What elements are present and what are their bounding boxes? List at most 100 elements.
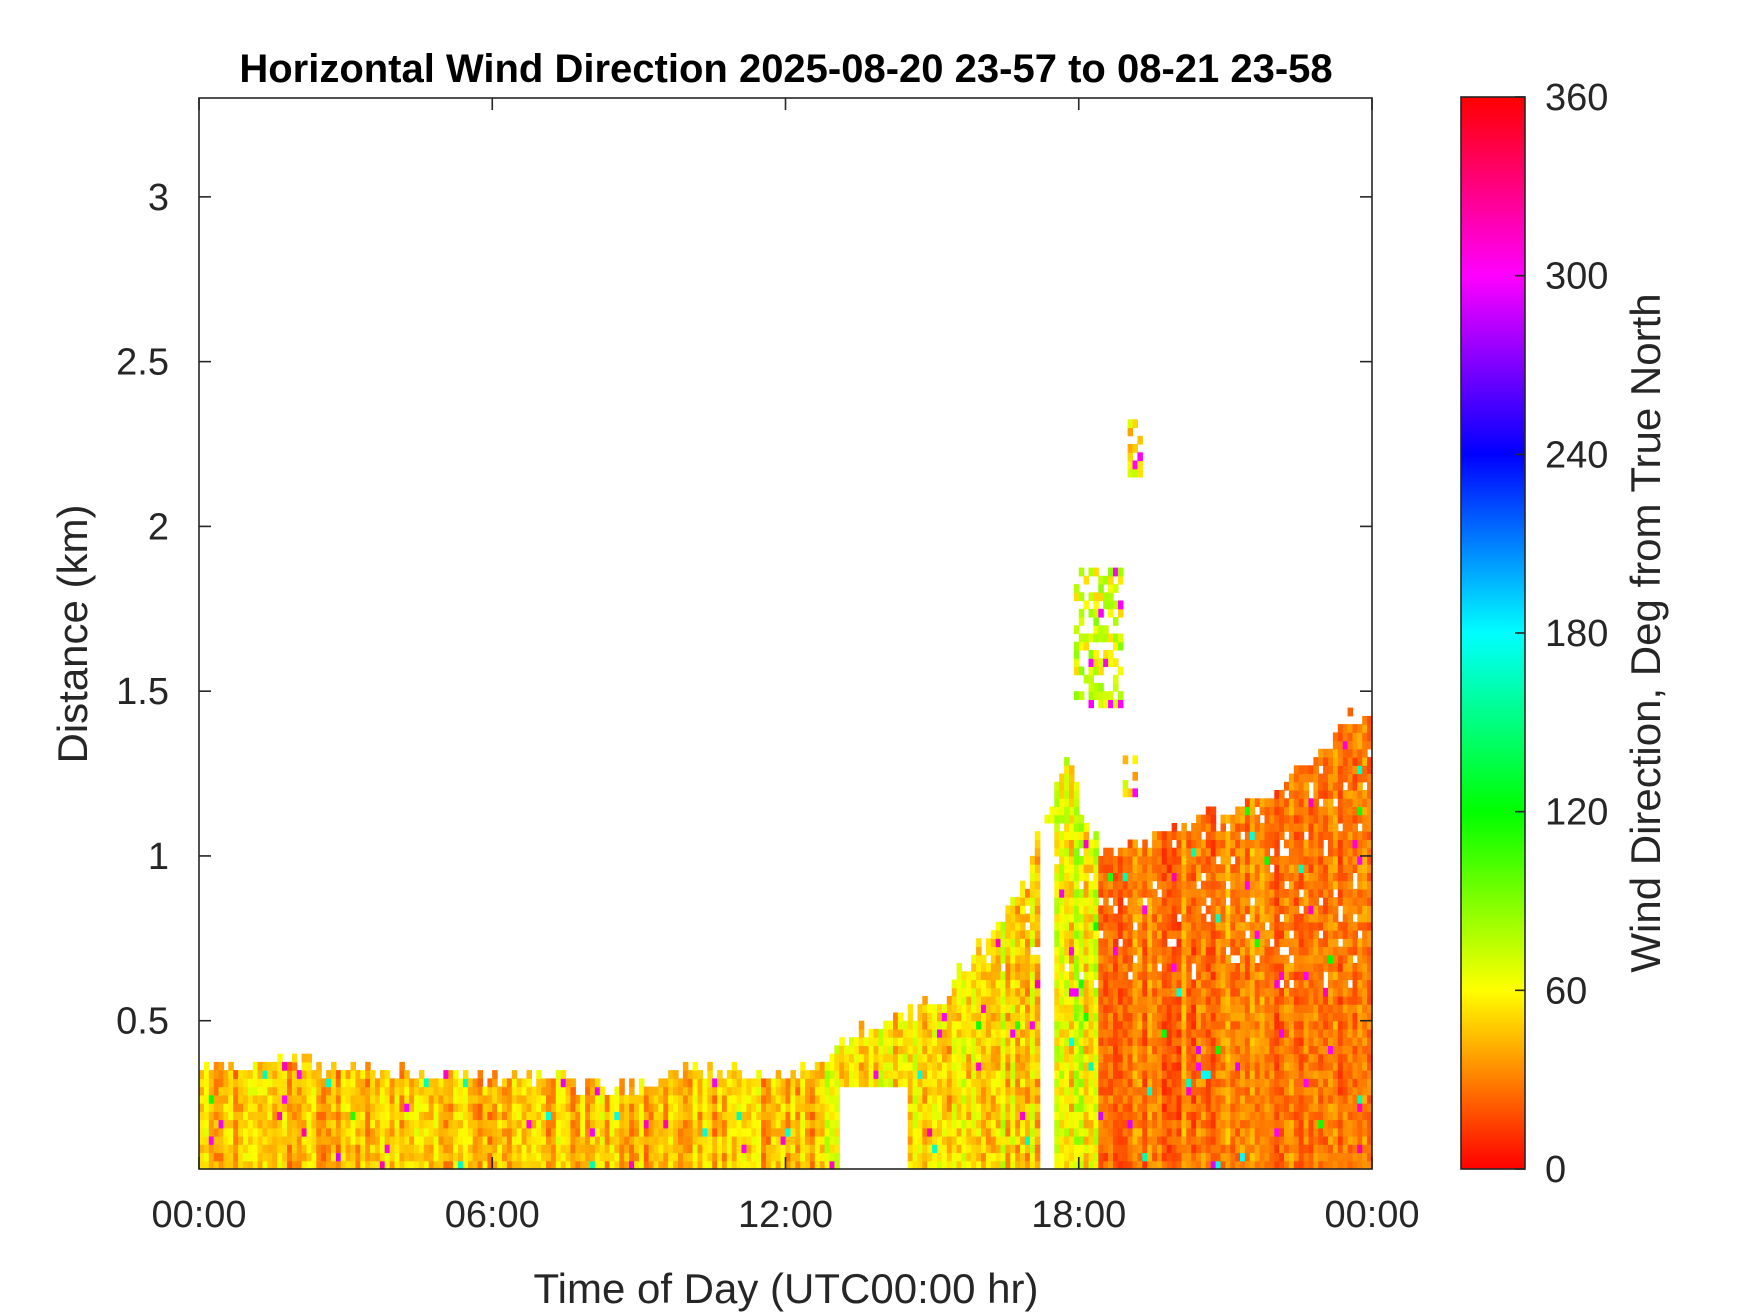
- heatmap-cell: [1191, 897, 1197, 906]
- heatmap-cell: [1083, 1119, 1090, 1129]
- heatmap-cell: [1064, 814, 1070, 824]
- heatmap-cell: [1205, 888, 1212, 898]
- heatmap-cell: [1220, 814, 1226, 824]
- heatmap-cell: [1186, 1111, 1192, 1121]
- heatmap-cell: [1332, 1037, 1339, 1046]
- heatmap-cell: [1230, 1070, 1236, 1079]
- heatmap-cell: [331, 1152, 337, 1162]
- heatmap-cell: [1127, 864, 1134, 873]
- heatmap-cell: [1288, 1094, 1295, 1104]
- heatmap-cell: [1269, 1144, 1275, 1154]
- heatmap-cell: [1142, 1061, 1148, 1071]
- heatmap-cell: [951, 987, 958, 997]
- heatmap-cell: [409, 1078, 415, 1088]
- heatmap-cell: [262, 1127, 268, 1137]
- heatmap-cell: [1122, 1111, 1129, 1121]
- heatmap-cell: [1132, 872, 1138, 882]
- heatmap-cell: [927, 1045, 933, 1055]
- heatmap-cell: [995, 938, 1002, 948]
- heatmap-cell: [594, 1136, 601, 1145]
- heatmap-cell: [1059, 864, 1065, 873]
- heatmap-cell: [1205, 1094, 1212, 1104]
- heatmap-cell: [1220, 1094, 1226, 1104]
- heatmap-cell: [1078, 1061, 1085, 1071]
- heatmap-cell: [1064, 1119, 1070, 1129]
- heatmap-cell: [1069, 864, 1075, 873]
- heatmap-cell: [1318, 905, 1324, 915]
- heatmap-cell: [345, 1136, 352, 1145]
- heatmap-cell: [1034, 938, 1041, 948]
- heatmap-cell: [1191, 847, 1197, 857]
- heatmap-cell: [262, 1070, 268, 1079]
- heatmap-cell: [1279, 1094, 1285, 1104]
- heatmap-cell: [1069, 823, 1075, 832]
- heatmap-cell: [404, 1103, 410, 1112]
- heatmap-cell: [1117, 1028, 1124, 1038]
- heatmap-cell: [629, 1086, 635, 1096]
- heatmap-cell: [1308, 987, 1314, 997]
- heatmap-cell: [199, 1086, 205, 1096]
- heatmap-cell: [458, 1103, 464, 1112]
- heatmap-cell: [1254, 888, 1261, 898]
- heatmap-cell: [1161, 963, 1168, 972]
- heatmap-cell: [1274, 897, 1280, 906]
- heatmap-cell: [1132, 938, 1138, 948]
- heatmap-cell: [1020, 1078, 1026, 1088]
- heatmap-cell: [316, 1144, 322, 1154]
- heatmap-cell: [1171, 855, 1178, 865]
- heatmap-cell: [570, 1160, 576, 1170]
- heatmap-cell: [1215, 1078, 1222, 1088]
- heatmap-cell: [907, 1127, 914, 1137]
- heatmap-cell: [1054, 1136, 1060, 1145]
- heatmap-cell: [326, 1136, 332, 1145]
- heatmap-cell: [932, 1144, 938, 1154]
- heatmap-cell: [365, 1103, 371, 1112]
- heatmap-cell: [257, 1160, 264, 1170]
- heatmap-cell: [404, 1127, 410, 1137]
- heatmap-cell: [1347, 1103, 1354, 1112]
- heatmap-cell: [218, 1127, 225, 1137]
- heatmap-cell: [1117, 1053, 1124, 1063]
- heatmap-cell: [296, 1070, 303, 1079]
- heatmap-cell: [1298, 913, 1305, 923]
- heatmap-cell: [1323, 1012, 1329, 1022]
- heatmap-cell: [722, 1094, 728, 1104]
- heatmap-cell: [379, 1070, 386, 1079]
- heatmap-cell: [550, 1136, 557, 1145]
- heatmap-cell: [985, 1086, 992, 1096]
- heatmap-cell: [1328, 872, 1334, 882]
- heatmap-cell: [1054, 864, 1060, 873]
- heatmap-cell: [1328, 1127, 1334, 1137]
- heatmap-cell: [1113, 872, 1119, 882]
- heatmap-cell: [907, 1053, 914, 1063]
- heatmap-cell: [1254, 855, 1261, 865]
- heatmap-cell: [1005, 1119, 1011, 1129]
- heatmap-cell: [1235, 1111, 1241, 1121]
- heatmap-cell: [1328, 963, 1334, 972]
- heatmap-cell: [1005, 913, 1011, 923]
- heatmap-cell: [1293, 1119, 1300, 1129]
- heatmap-cell: [555, 1144, 562, 1154]
- heatmap-cell: [1176, 1127, 1182, 1137]
- heatmap-cell: [1015, 996, 1021, 1005]
- heatmap-cell: [932, 1086, 938, 1096]
- heatmap-cell: [1332, 740, 1339, 750]
- heatmap-cell: [912, 1103, 919, 1112]
- heatmap-cell: [340, 1160, 347, 1170]
- heatmap-cell: [1244, 1152, 1251, 1162]
- heatmap-cell: [1323, 1119, 1329, 1129]
- heatmap-cell: [1318, 880, 1324, 890]
- heatmap-cell: [990, 1144, 997, 1154]
- heatmap-cell: [1308, 1160, 1314, 1170]
- heatmap-cell: [927, 1078, 933, 1088]
- heatmap-cell: [941, 1037, 948, 1046]
- heatmap-cell: [937, 1144, 943, 1154]
- heatmap-cell: [1083, 921, 1090, 931]
- heatmap-cell: [1328, 971, 1334, 981]
- heatmap-cell: [536, 1103, 542, 1112]
- heatmap-cell: [976, 1028, 982, 1038]
- heatmap-cell: [218, 1078, 225, 1088]
- heatmap-cell: [800, 1144, 806, 1154]
- heatmap-cell: [1205, 1004, 1212, 1013]
- heatmap-cell: [1132, 1136, 1138, 1145]
